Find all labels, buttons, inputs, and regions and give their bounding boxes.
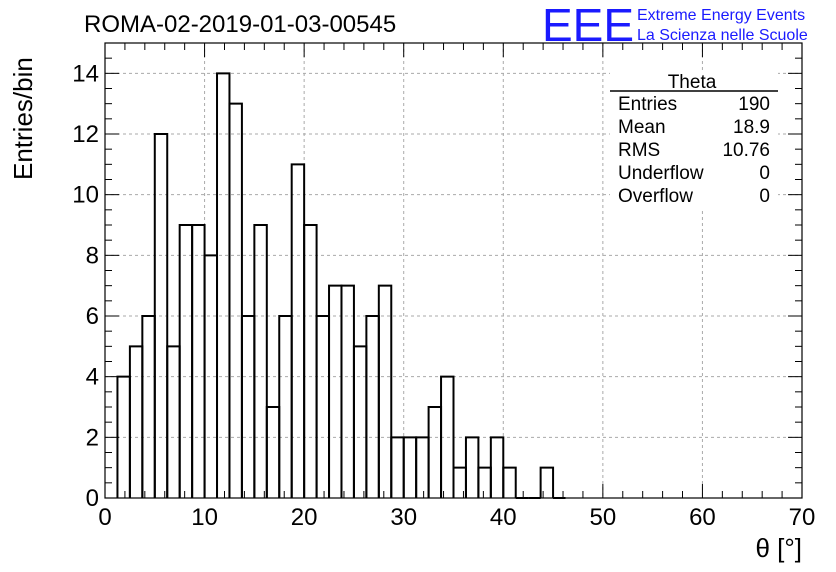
histogram-bin [464,436,480,498]
x-axis-label: θ [°] [755,533,802,563]
histogram-bin [352,345,368,498]
y-tick-label: 4 [86,364,99,391]
eee-logo: EEE Extreme Energy Events La Scienza nel… [542,0,808,51]
histogram-bin [489,436,505,498]
y-tick-label: 12 [72,121,99,148]
histogram-bin [228,102,243,498]
histogram-bin [390,436,405,498]
histogram-bin [539,466,555,498]
x-tick-label: 70 [789,504,816,531]
axis-tick-labels: 0 10 20 30 40 50 60 70 0 2 4 6 8 10 12 14 [72,60,815,531]
stats-label: RMS [618,140,660,161]
histogram-bin [216,72,231,498]
chart-title: ROMA-02-2019-01-03-00545 [84,11,396,38]
y-tick-label: 0 [86,485,99,512]
y-tick-label: 8 [86,242,99,269]
histogram-bin [477,466,492,498]
x-tick-label: 50 [590,504,617,531]
histogram-bin [303,224,318,498]
histogram-bin [502,466,517,498]
histogram-bin [440,375,455,498]
histogram-bin [191,224,206,498]
y-tick-label: 6 [86,303,99,330]
x-tick-label: 20 [291,504,318,531]
histogram-bin [415,436,430,498]
stats-label: Entries [618,94,677,115]
histogram-bin [427,406,443,498]
histogram-bin [365,315,380,498]
histogram-bin [402,436,418,498]
x-tick-label: 10 [191,504,218,531]
y-axis-label: Entries/bin [8,57,38,180]
x-tick-label: 60 [689,504,716,531]
x-tick-label: 30 [390,504,417,531]
stats-box-background [610,70,778,210]
stats-title: Theta [668,72,717,93]
histogram-bin [328,284,343,498]
histogram-bin [315,315,331,498]
histogram-bin [166,345,181,498]
histogram-bin [290,163,306,498]
histogram-bin [253,224,268,498]
histogram-bin [452,466,467,498]
logo-line-1: Extreme Energy Events [637,7,805,24]
histogram-bin [128,345,144,498]
histogram-bin [240,315,256,498]
axis-ticks [104,42,803,499]
y-tick-label: 2 [86,424,99,451]
stats-label: Underflow [618,163,704,184]
stats-box: Theta Entries 190 Mean 18.9 RMS 10.76 Underflo… [610,70,778,210]
stats-value: 190 [738,94,770,115]
stats-value: 18.9 [733,117,770,138]
x-tick-label: 0 [98,504,111,531]
stats-value: 10.76 [722,140,770,161]
histogram-bin [340,284,355,498]
histogram-bin [377,284,393,498]
x-tick-label: 40 [490,504,517,531]
y-tick-label: 14 [72,60,99,87]
y-tick-label: 10 [72,182,99,209]
histogram-bin [265,406,281,498]
histogram-bin [141,315,156,498]
stats-label: Overflow [618,186,693,207]
histogram-bars [116,72,566,499]
histogram-bin [178,224,194,498]
logo-line-2: La Scienza nelle Scuole [637,27,808,44]
histogram-bin [278,315,293,498]
histogram-bin [153,133,169,498]
stats-label: Mean [618,117,666,138]
stats-value: 0 [759,163,770,184]
stats-value: 0 [759,186,770,207]
